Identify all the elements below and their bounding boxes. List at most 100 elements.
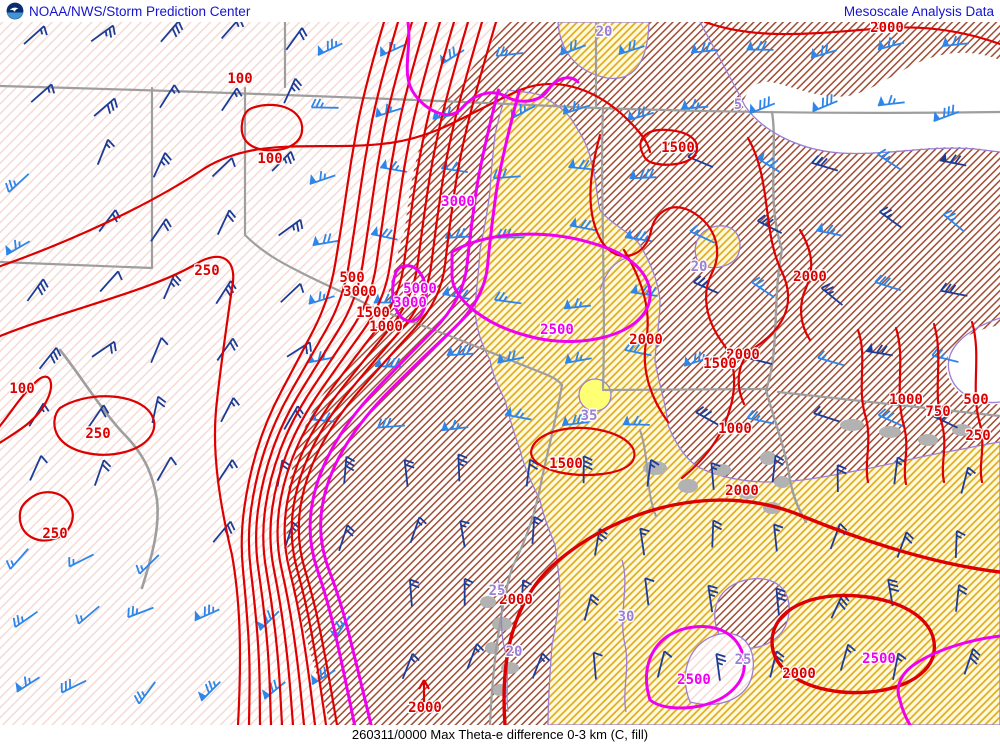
contour-label: 3000 [343, 284, 377, 300]
max-axis-marker [418, 679, 430, 702]
wind-barb [91, 340, 117, 358]
wind-barb [771, 454, 785, 483]
wind-barb [568, 158, 596, 171]
wind-barb [194, 604, 220, 622]
contour-label: 2000 [629, 332, 663, 348]
wind-barb [271, 150, 296, 172]
wind-barb [629, 168, 657, 180]
wind-barb [839, 643, 856, 671]
contour-label: 5000 [403, 281, 437, 297]
white-pocket-ne [742, 52, 1000, 153]
wind-barb [60, 678, 87, 694]
border-nm-tx [0, 86, 154, 270]
white-pocket-e [946, 325, 1000, 405]
wind-barb [560, 39, 587, 56]
wind-barb [681, 98, 709, 110]
wind-barb [457, 453, 468, 482]
wind-barb [561, 413, 590, 427]
wind-barb [817, 350, 845, 367]
wind-barb [618, 40, 645, 56]
wind-barb [877, 94, 905, 107]
wind-barb [30, 83, 56, 103]
contour-label: 100 [227, 71, 252, 87]
wind-barb [285, 27, 308, 51]
wind-barb [68, 553, 94, 568]
contour-label: 2000 [793, 269, 827, 285]
wind-barb [531, 652, 550, 679]
wind-barb [308, 291, 335, 305]
wind-barb [310, 666, 336, 686]
wind-barb [683, 351, 711, 367]
wind-barb [99, 270, 123, 293]
wind-barb [216, 337, 239, 361]
contour-label: 500 [339, 270, 364, 286]
wind-barb [711, 519, 723, 548]
wind-barb [466, 643, 485, 670]
wind-barb [26, 278, 49, 302]
contour-label: 1000 [718, 421, 752, 437]
wind-barb [520, 579, 532, 608]
contour-label: 1500 [356, 305, 390, 321]
wind-barb [690, 41, 718, 54]
red-contours [0, 20, 1000, 727]
wind-barb [283, 78, 303, 104]
border-mo-ar [594, 106, 1000, 114]
wind-barb [639, 527, 650, 556]
red-contour-gradient-pack [240, 20, 498, 727]
yellow-patch-top [557, 21, 650, 80]
wind-barb [409, 516, 427, 543]
contour-label: 3000 [441, 194, 475, 210]
wind-barb [280, 283, 305, 303]
wind-barb [583, 593, 600, 621]
wind-barb [820, 283, 844, 306]
wind-barb [963, 648, 981, 675]
contour-label: 5 [734, 97, 742, 113]
magenta-contour-line [308, 88, 500, 727]
wind-barb [582, 455, 593, 484]
wind-barb [942, 35, 970, 48]
contour-label: 2000 [725, 483, 759, 499]
wind-barb [755, 152, 780, 173]
wind-barb [463, 577, 474, 606]
wind-barb [283, 405, 304, 430]
wind-barb [38, 347, 62, 370]
wind-barb [150, 337, 169, 364]
contour-label: 250 [85, 426, 110, 442]
red-contour-line [269, 20, 442, 727]
wind-barb [896, 531, 914, 558]
contour-label: 25 [735, 652, 752, 668]
wind-barb [812, 94, 838, 113]
wind-barb [338, 524, 356, 552]
mesoscale-analysis-map: 100 100 250 100 250 250 500 3000 1500 1000 1500 200… [0, 17, 1000, 727]
wind-barb [133, 681, 156, 705]
wind-barb [159, 84, 181, 109]
wind-barb [646, 459, 660, 487]
border-tx-la [488, 383, 564, 727]
wind-barb [5, 239, 31, 256]
wind-barb [23, 25, 48, 45]
contour-label: 1500 [661, 140, 695, 156]
wind-barb [197, 680, 221, 702]
contour-labels-layer: 1001002501002502505003000150010001500200… [8, 19, 992, 718]
wind-barb [96, 138, 116, 165]
wind-barb [622, 415, 650, 426]
magenta-contour-line [319, 88, 521, 727]
contour-label: 20 [506, 644, 523, 660]
wind-barb [811, 155, 839, 172]
contour-label: 2000 [782, 666, 816, 682]
wind-barb [746, 409, 775, 425]
wind-barb [156, 456, 178, 482]
river-pecos [58, 348, 159, 590]
wind-barb [127, 606, 154, 619]
wind-barb [865, 342, 893, 357]
purple-contours [497, 21, 1000, 713]
wind-barb [933, 104, 960, 122]
wind-barb [813, 405, 840, 423]
contour-label: 20 [596, 24, 613, 40]
wind-barb [12, 610, 38, 628]
wind-barb [775, 587, 787, 616]
wind-barb [403, 459, 415, 487]
wind-barb [810, 43, 838, 59]
wind-barb [942, 209, 965, 233]
wind-barb [5, 173, 30, 193]
